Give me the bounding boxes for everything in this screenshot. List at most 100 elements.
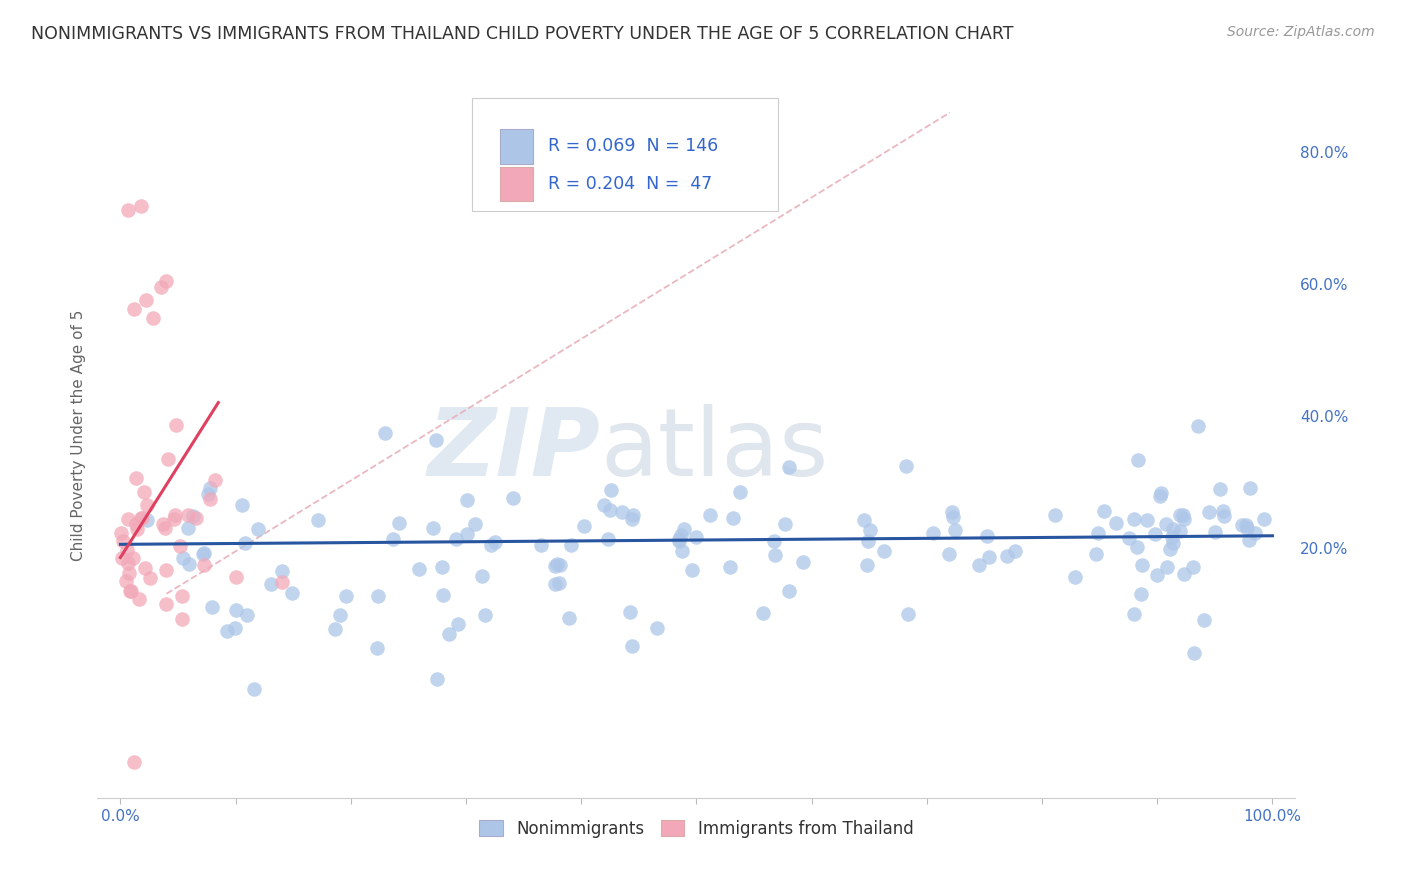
Point — [198, 491, 221, 506]
Point — [1105, 516, 1128, 531]
Point — [136, 513, 159, 527]
Point — [115, 574, 138, 589]
Point — [938, 547, 960, 561]
Point — [621, 508, 644, 522]
Text: atlas: atlas — [600, 404, 828, 496]
Point — [198, 481, 221, 495]
Point — [115, 543, 138, 558]
Point — [270, 574, 292, 589]
Point — [181, 509, 204, 524]
Point — [681, 563, 703, 577]
Point — [1126, 452, 1149, 467]
Point — [259, 577, 281, 591]
Point — [1143, 527, 1166, 541]
Point — [374, 426, 396, 441]
Point — [117, 556, 139, 570]
Point — [1161, 522, 1184, 536]
Point — [1212, 508, 1234, 523]
Point — [426, 673, 449, 687]
Point — [193, 558, 215, 573]
Point — [169, 539, 191, 553]
Point — [620, 639, 643, 653]
Bar — [501, 167, 533, 202]
Point — [233, 536, 256, 550]
Point — [172, 550, 194, 565]
Point — [1154, 517, 1177, 532]
Point — [307, 513, 329, 527]
Point — [596, 533, 619, 547]
Point — [1168, 508, 1191, 522]
Point — [217, 624, 239, 638]
Point — [685, 530, 707, 544]
Point — [672, 522, 695, 536]
Point — [530, 538, 553, 552]
Point — [125, 517, 148, 532]
Point — [177, 508, 200, 523]
Point — [231, 498, 253, 512]
Point — [136, 498, 159, 512]
Point — [997, 549, 1019, 564]
Point — [1234, 518, 1257, 533]
Point — [1161, 536, 1184, 550]
Point — [1171, 508, 1194, 523]
Point — [897, 607, 920, 622]
Point — [859, 523, 882, 537]
Text: ZIP: ZIP — [427, 404, 600, 496]
Point — [172, 589, 194, 603]
Point — [896, 458, 918, 473]
Point — [1209, 482, 1232, 496]
Point — [558, 611, 581, 625]
Point — [1159, 541, 1181, 556]
Point — [1187, 418, 1209, 433]
Point — [479, 538, 502, 552]
Point — [111, 551, 134, 566]
Point — [1160, 530, 1182, 544]
Point — [165, 417, 187, 432]
Point — [439, 627, 461, 641]
Point — [432, 588, 454, 602]
Point — [1168, 524, 1191, 539]
Point — [118, 584, 141, 599]
Point — [155, 563, 177, 577]
Point — [408, 562, 430, 576]
Point — [1004, 544, 1026, 558]
Point — [1173, 511, 1195, 525]
Point — [1192, 613, 1215, 627]
Point — [1150, 485, 1173, 500]
Point — [619, 605, 641, 619]
Point — [762, 534, 785, 549]
Point — [388, 516, 411, 530]
Point — [149, 280, 172, 294]
Point — [778, 583, 800, 598]
Point — [621, 512, 644, 526]
Point — [546, 558, 568, 572]
Text: R = 0.069  N = 146: R = 0.069 N = 146 — [548, 137, 718, 155]
Point — [366, 640, 388, 655]
Point — [1123, 607, 1146, 622]
Point — [122, 755, 145, 769]
Point — [855, 558, 877, 573]
Point — [117, 512, 139, 526]
Point — [128, 592, 150, 607]
Point — [246, 523, 269, 537]
Point — [1156, 559, 1178, 574]
Point — [127, 523, 149, 537]
Point — [471, 569, 494, 583]
FancyBboxPatch shape — [472, 98, 778, 211]
Point — [852, 513, 875, 527]
Point — [422, 521, 444, 535]
Point — [610, 505, 633, 519]
Point — [942, 510, 965, 524]
Point — [1129, 587, 1152, 601]
Point — [170, 611, 193, 625]
Point — [752, 606, 775, 620]
Point — [1118, 531, 1140, 545]
Point — [177, 521, 200, 535]
Point — [548, 576, 571, 591]
Point — [225, 603, 247, 617]
Point — [204, 473, 226, 487]
Point — [1092, 504, 1115, 518]
Point — [1232, 517, 1254, 532]
Point — [763, 549, 786, 563]
Point — [484, 534, 506, 549]
